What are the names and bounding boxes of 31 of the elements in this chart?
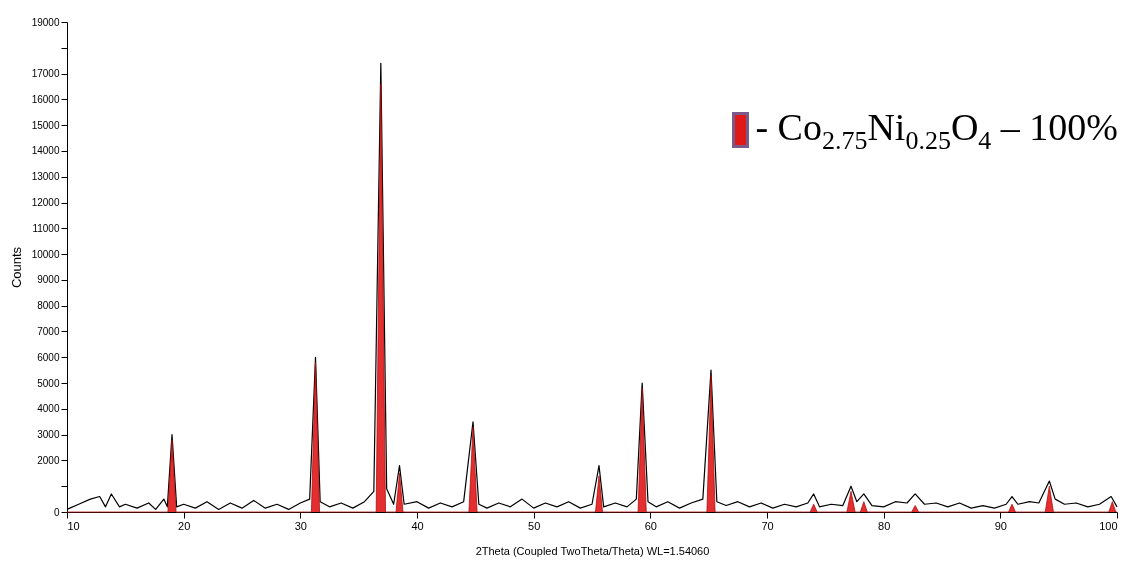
y-tick-label: 12000 [31,197,60,209]
y-tick-label: 13000 [31,171,60,183]
x-tick-label: 40 [411,519,424,532]
y-tick-label: 17000 [31,68,60,80]
y-tick-label: 2000 [37,454,60,466]
x-tick-label: 90 [994,519,1007,532]
legend-label: - Co$_{2.75}$Ni$_{0.25}$O$_{4}$ – 100% [755,105,1118,156]
y-tick-label: 14000 [31,145,60,157]
x-tick-label: 100 [1099,519,1118,532]
y-tick-label: 15000 [31,119,60,131]
y-tick-label: 11000 [32,222,60,234]
y-axis-title: Counts [8,246,24,289]
y-tick-label: 9000 [37,274,60,286]
y-tick-label: 6000 [37,351,60,363]
y-tick-label: 5000 [37,377,60,389]
y-tick-label: 10000 [31,248,60,260]
x-tick-label: 60 [644,519,657,532]
y-tick-label: 3000 [37,429,60,441]
x-tick-label: 70 [761,519,774,532]
y-tick-label: 19000 [31,16,60,28]
y-tick-label: 4000 [37,403,60,415]
y-tick-label: 7000 [37,325,60,337]
y-tick-label: 8000 [37,300,60,312]
x-tick-label: 30 [294,519,307,532]
x-tick-label: 20 [178,519,191,532]
x-tick-label: 80 [878,519,891,532]
y-tick-label: 16000 [31,93,60,105]
x-tick-label: 10 [67,519,80,532]
x-axis-title: 2Theta (Coupled TwoTheta/Theta) WL=1.54060 [475,544,710,557]
y-tick-label: 0 [53,506,60,518]
x-tick-label: 50 [528,519,541,532]
